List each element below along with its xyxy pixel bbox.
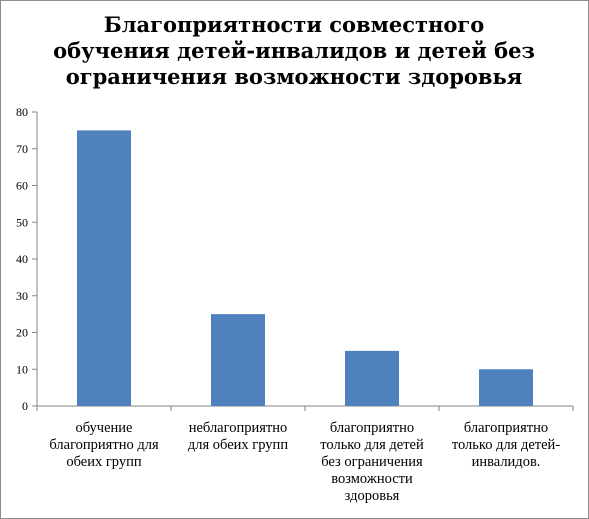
y-tick-label: 60 [16,179,28,193]
bars [77,130,533,406]
y-tick-label: 80 [16,105,28,119]
chart-title-line-3: ограничения возможности здоровья [66,64,523,89]
x-category-label: благоприятно для [49,437,159,453]
x-category-label: без ограничения [321,454,423,470]
y-tick-label: 10 [16,362,28,376]
bar-3 [345,350,399,406]
y-tick-label: 50 [16,215,28,229]
bar-4 [479,369,533,406]
x-category-label: для обеих групп [188,437,288,453]
bar-1 [77,130,131,406]
y-tick-label: 20 [16,326,28,340]
x-category-label: благоприятно [464,420,548,436]
y-tick-label: 30 [16,289,28,303]
x-category-label: благоприятно [330,420,414,436]
chart-title-line-1: Благоприятности совместного [104,12,485,37]
x-category-label: неблагоприятно [189,420,288,436]
y-tick-label: 0 [22,399,28,413]
bar-2 [211,314,265,406]
x-category-label: возможности [331,471,413,487]
y-axis-ticks: 0 10 20 30 40 50 60 70 80 [16,105,37,413]
x-category-label: инвалидов. [472,454,541,470]
x-category-label: только для детей [320,437,424,453]
chart-title-line-2: обучения детей-инвалидов и детей без [53,38,535,63]
x-category-label: здоровья [345,488,400,504]
x-category-label: только для детей- [452,437,560,453]
x-category-label: обеих групп [66,454,142,470]
y-tick-label: 70 [16,142,28,156]
x-category-label: обучение [75,420,132,436]
y-tick-label: 40 [16,252,28,266]
